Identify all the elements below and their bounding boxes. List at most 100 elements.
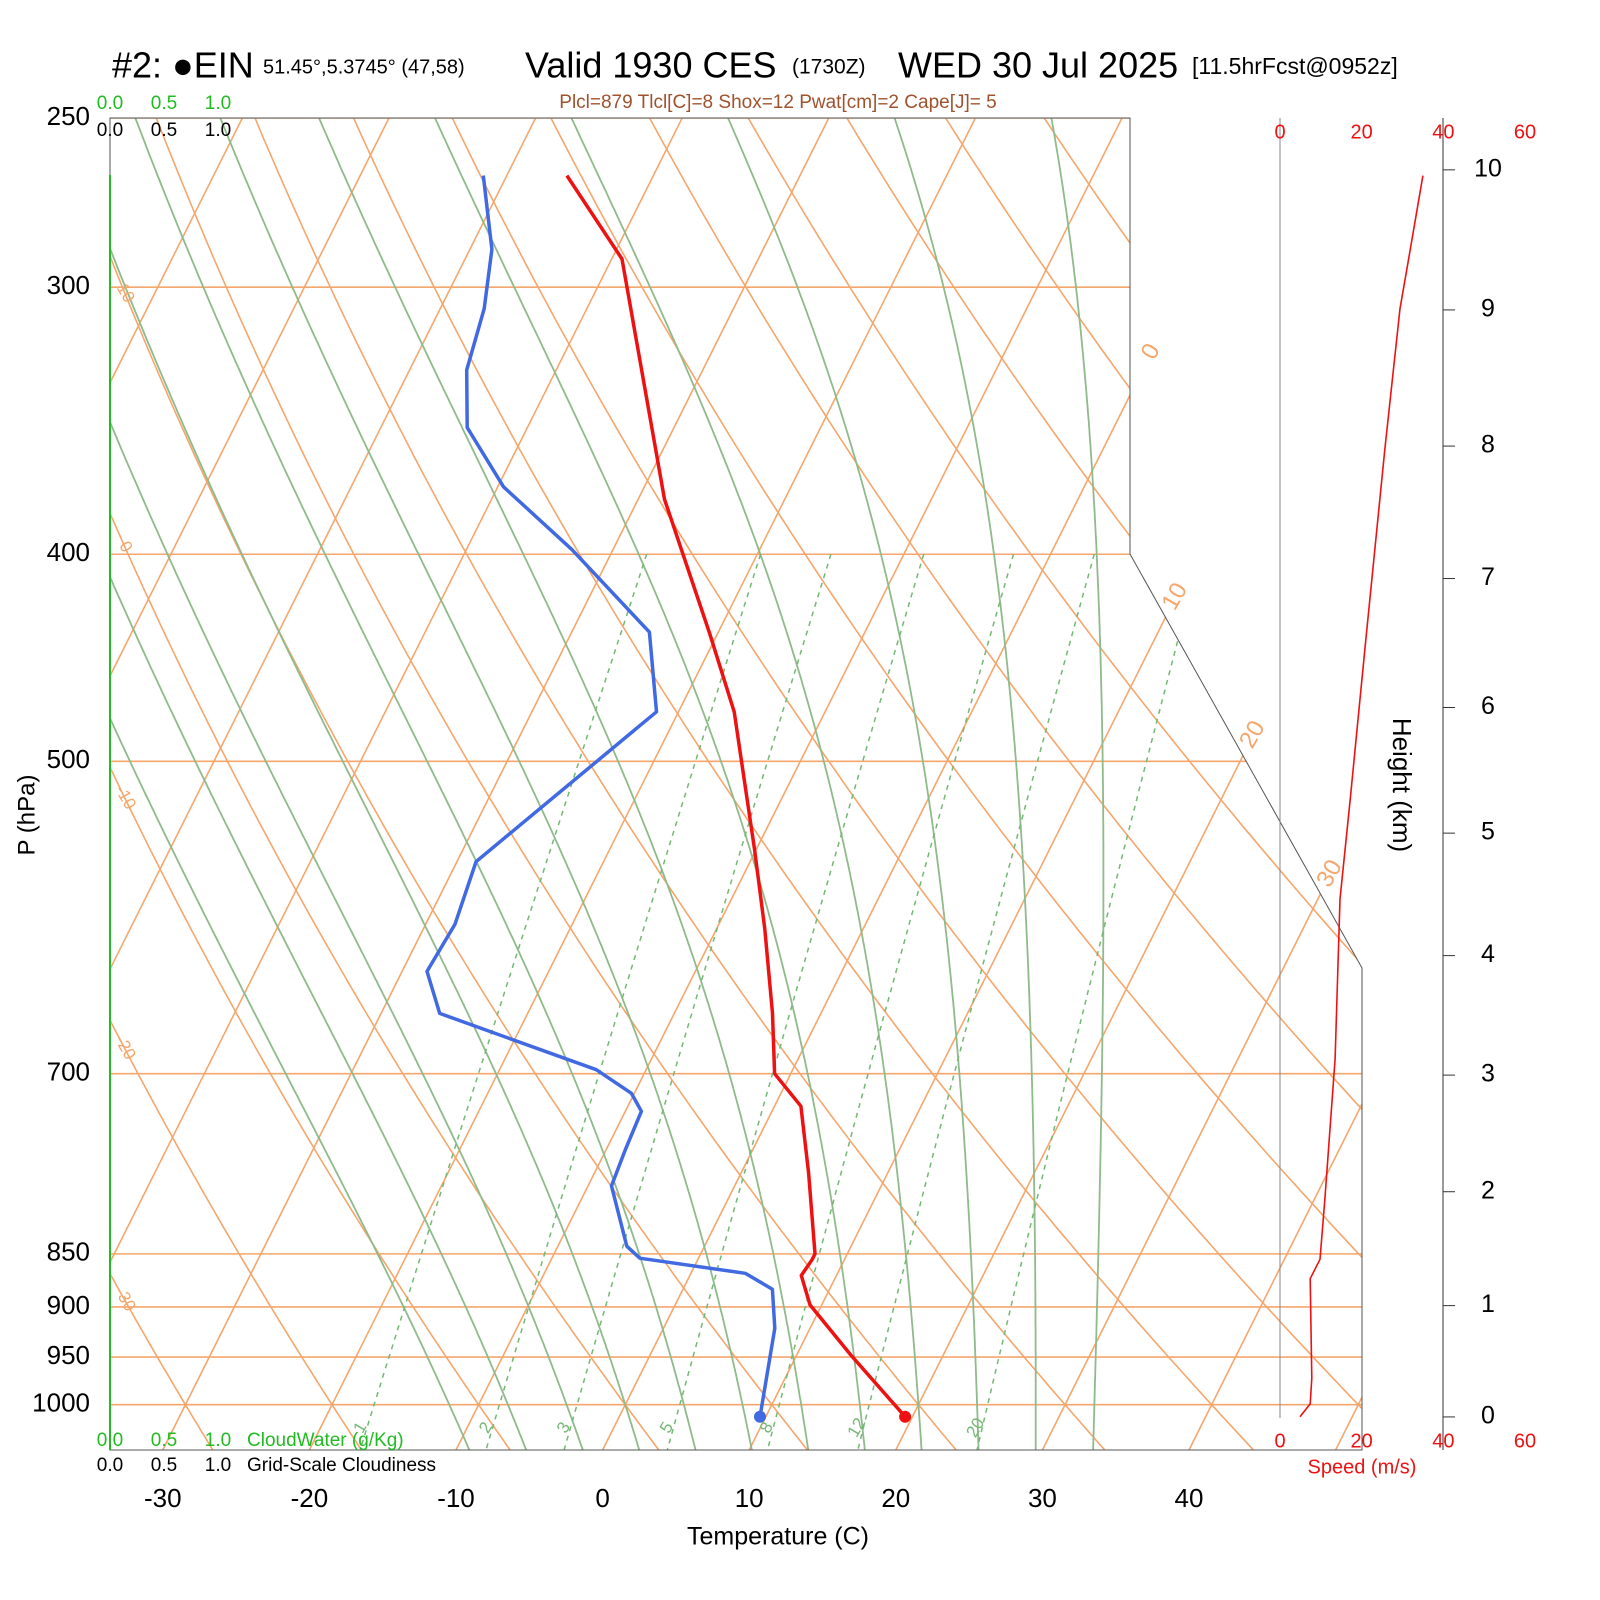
cloud-water-tick: 0.5 xyxy=(151,93,177,114)
height-tick-label: 2 xyxy=(1481,1176,1495,1204)
isotherm xyxy=(748,118,1362,1450)
height-tick-label: 9 xyxy=(1481,295,1495,323)
moist-adiabat xyxy=(131,118,697,1450)
x-tick-label: -30 xyxy=(144,1483,182,1513)
dry-adiabat-label: -30 xyxy=(111,1284,140,1315)
cloudiness-tick: 0.5 xyxy=(151,120,177,141)
isotherm xyxy=(1188,118,1362,1450)
background-lines xyxy=(110,118,1600,1450)
x-tick-label: 20 xyxy=(881,1483,910,1513)
dry-adiabat xyxy=(352,118,1254,1450)
isotherm xyxy=(110,118,683,1450)
mixing-ratio-label: 5 xyxy=(656,1419,677,1437)
height-axis-label: Height (km) xyxy=(1387,718,1417,852)
cloud-water-tick: 1.0 xyxy=(205,1430,231,1451)
speed-tick-label: 0 xyxy=(1274,1430,1285,1452)
moist-adiabat xyxy=(567,118,923,1450)
title: WED 30 Jul 2025 xyxy=(898,45,1178,86)
dry-adiabat xyxy=(110,118,660,1450)
moist-adiabat xyxy=(1049,118,1105,1450)
wind-speed-line xyxy=(1299,175,1424,1418)
dry-adiabat xyxy=(648,118,1362,1450)
cloudiness-tick: 1.0 xyxy=(205,1455,231,1476)
y-tick-label: 1000 xyxy=(32,1388,90,1418)
cloudiness-tick: 1.0 xyxy=(205,120,231,141)
y-tick-label: 700 xyxy=(47,1057,90,1087)
moist-adiabat xyxy=(314,118,810,1450)
speed-tick-label: 0 xyxy=(1274,121,1285,143)
dry-adiabat xyxy=(550,118,1362,1450)
dewpoint-line xyxy=(425,175,777,1417)
isotherm-label: 0 xyxy=(1136,339,1166,364)
y-tick-label: 400 xyxy=(47,537,90,567)
cloud-water-tick: 1.0 xyxy=(205,93,231,114)
subtitle: Plcl=879 Tlcl[C]=8 Shox=12 Pwat[cm]=2 Ca… xyxy=(559,92,996,113)
dry-adiabat-label: 0 xyxy=(115,538,136,556)
mixing-ratio-label: 3 xyxy=(553,1419,574,1437)
moist-adiabat xyxy=(216,118,753,1450)
x-tick-label: -20 xyxy=(291,1483,329,1513)
height-tick-label: 0 xyxy=(1481,1402,1495,1430)
moist-adiabat xyxy=(891,118,1037,1450)
dry-adiabat xyxy=(110,118,363,1450)
height-tick-label: 8 xyxy=(1481,431,1495,459)
isotherm-label: 20 xyxy=(1234,716,1271,753)
mixing-ratio-line xyxy=(485,553,762,1450)
moist-adiabat xyxy=(110,118,471,1450)
dry-adiabat xyxy=(944,118,1362,1450)
x-tick-label: 40 xyxy=(1175,1483,1204,1513)
isotherm xyxy=(895,118,1362,1450)
isotherm xyxy=(1334,118,1362,1450)
temperature-line xyxy=(565,174,907,1418)
cloudiness-tick: 0.0 xyxy=(97,120,123,141)
x-axis-label: Temperature (C) xyxy=(687,1523,869,1551)
speed-axis-label: Speed (m/s) xyxy=(1308,1456,1417,1478)
title: Valid 1930 CES xyxy=(525,45,777,86)
dry-adiabat xyxy=(1538,118,1600,1450)
frame xyxy=(109,117,1363,1451)
cloud-water-tick: 0.0 xyxy=(97,1430,123,1451)
mixing-ratio-line xyxy=(359,553,648,1450)
isotherm xyxy=(455,118,1123,1450)
y-tick-label: 250 xyxy=(47,101,90,131)
isotherm xyxy=(110,118,244,1450)
y-axis-label: P (hPa) xyxy=(13,775,40,856)
y-tick-label: 900 xyxy=(47,1290,90,1320)
dry-adiabat-label: 10 xyxy=(113,280,139,306)
speed-tick-label: 20 xyxy=(1351,1430,1373,1452)
mixing-ratio-line xyxy=(976,554,1202,1450)
cloud-water-label: CloudWater (g/Kg) xyxy=(247,1430,404,1451)
mixing-ratio-line xyxy=(666,553,925,1450)
isotherm xyxy=(110,118,390,1450)
dry-adiabat xyxy=(1339,118,1362,1450)
dry-adiabat xyxy=(254,118,1106,1450)
dry-adiabat-label: -20 xyxy=(111,1032,140,1063)
moist-adiabat xyxy=(110,118,584,1450)
isotherm xyxy=(110,118,537,1450)
cloudiness-tick: 0.5 xyxy=(151,1455,177,1476)
speed-tick-label: 40 xyxy=(1432,1430,1454,1452)
y-tick-label: 500 xyxy=(47,744,90,774)
dry-adiabat xyxy=(110,118,511,1450)
isotherm xyxy=(162,118,830,1450)
dry-adiabat xyxy=(1439,118,1600,1450)
speed-tick-label: 40 xyxy=(1432,121,1454,143)
title: [11.5hrFcst@0952z] xyxy=(1192,53,1398,79)
height-tick-label: 5 xyxy=(1481,818,1495,846)
moist-adiabat xyxy=(430,118,866,1450)
y-tick-label: 950 xyxy=(47,1340,90,1370)
y-tick-label: 850 xyxy=(47,1237,90,1267)
mixing-ratio-line xyxy=(563,553,832,1450)
x-tick-label: 10 xyxy=(735,1483,764,1513)
dry-adiabat xyxy=(1142,118,1362,1450)
temperature-surface-dot xyxy=(899,1410,912,1423)
x-tick-label: 0 xyxy=(595,1483,609,1513)
height-tick-label: 7 xyxy=(1481,563,1495,591)
dry-adiabat xyxy=(846,118,1362,1450)
dewpoint-surface-dot xyxy=(753,1410,766,1423)
cloudiness-label: Grid-Scale Cloudiness xyxy=(247,1455,436,1476)
x-tick-label: 30 xyxy=(1028,1483,1057,1513)
mixing-ratio-label: 2 xyxy=(475,1419,496,1437)
speed-tick-label: 20 xyxy=(1351,121,1373,143)
